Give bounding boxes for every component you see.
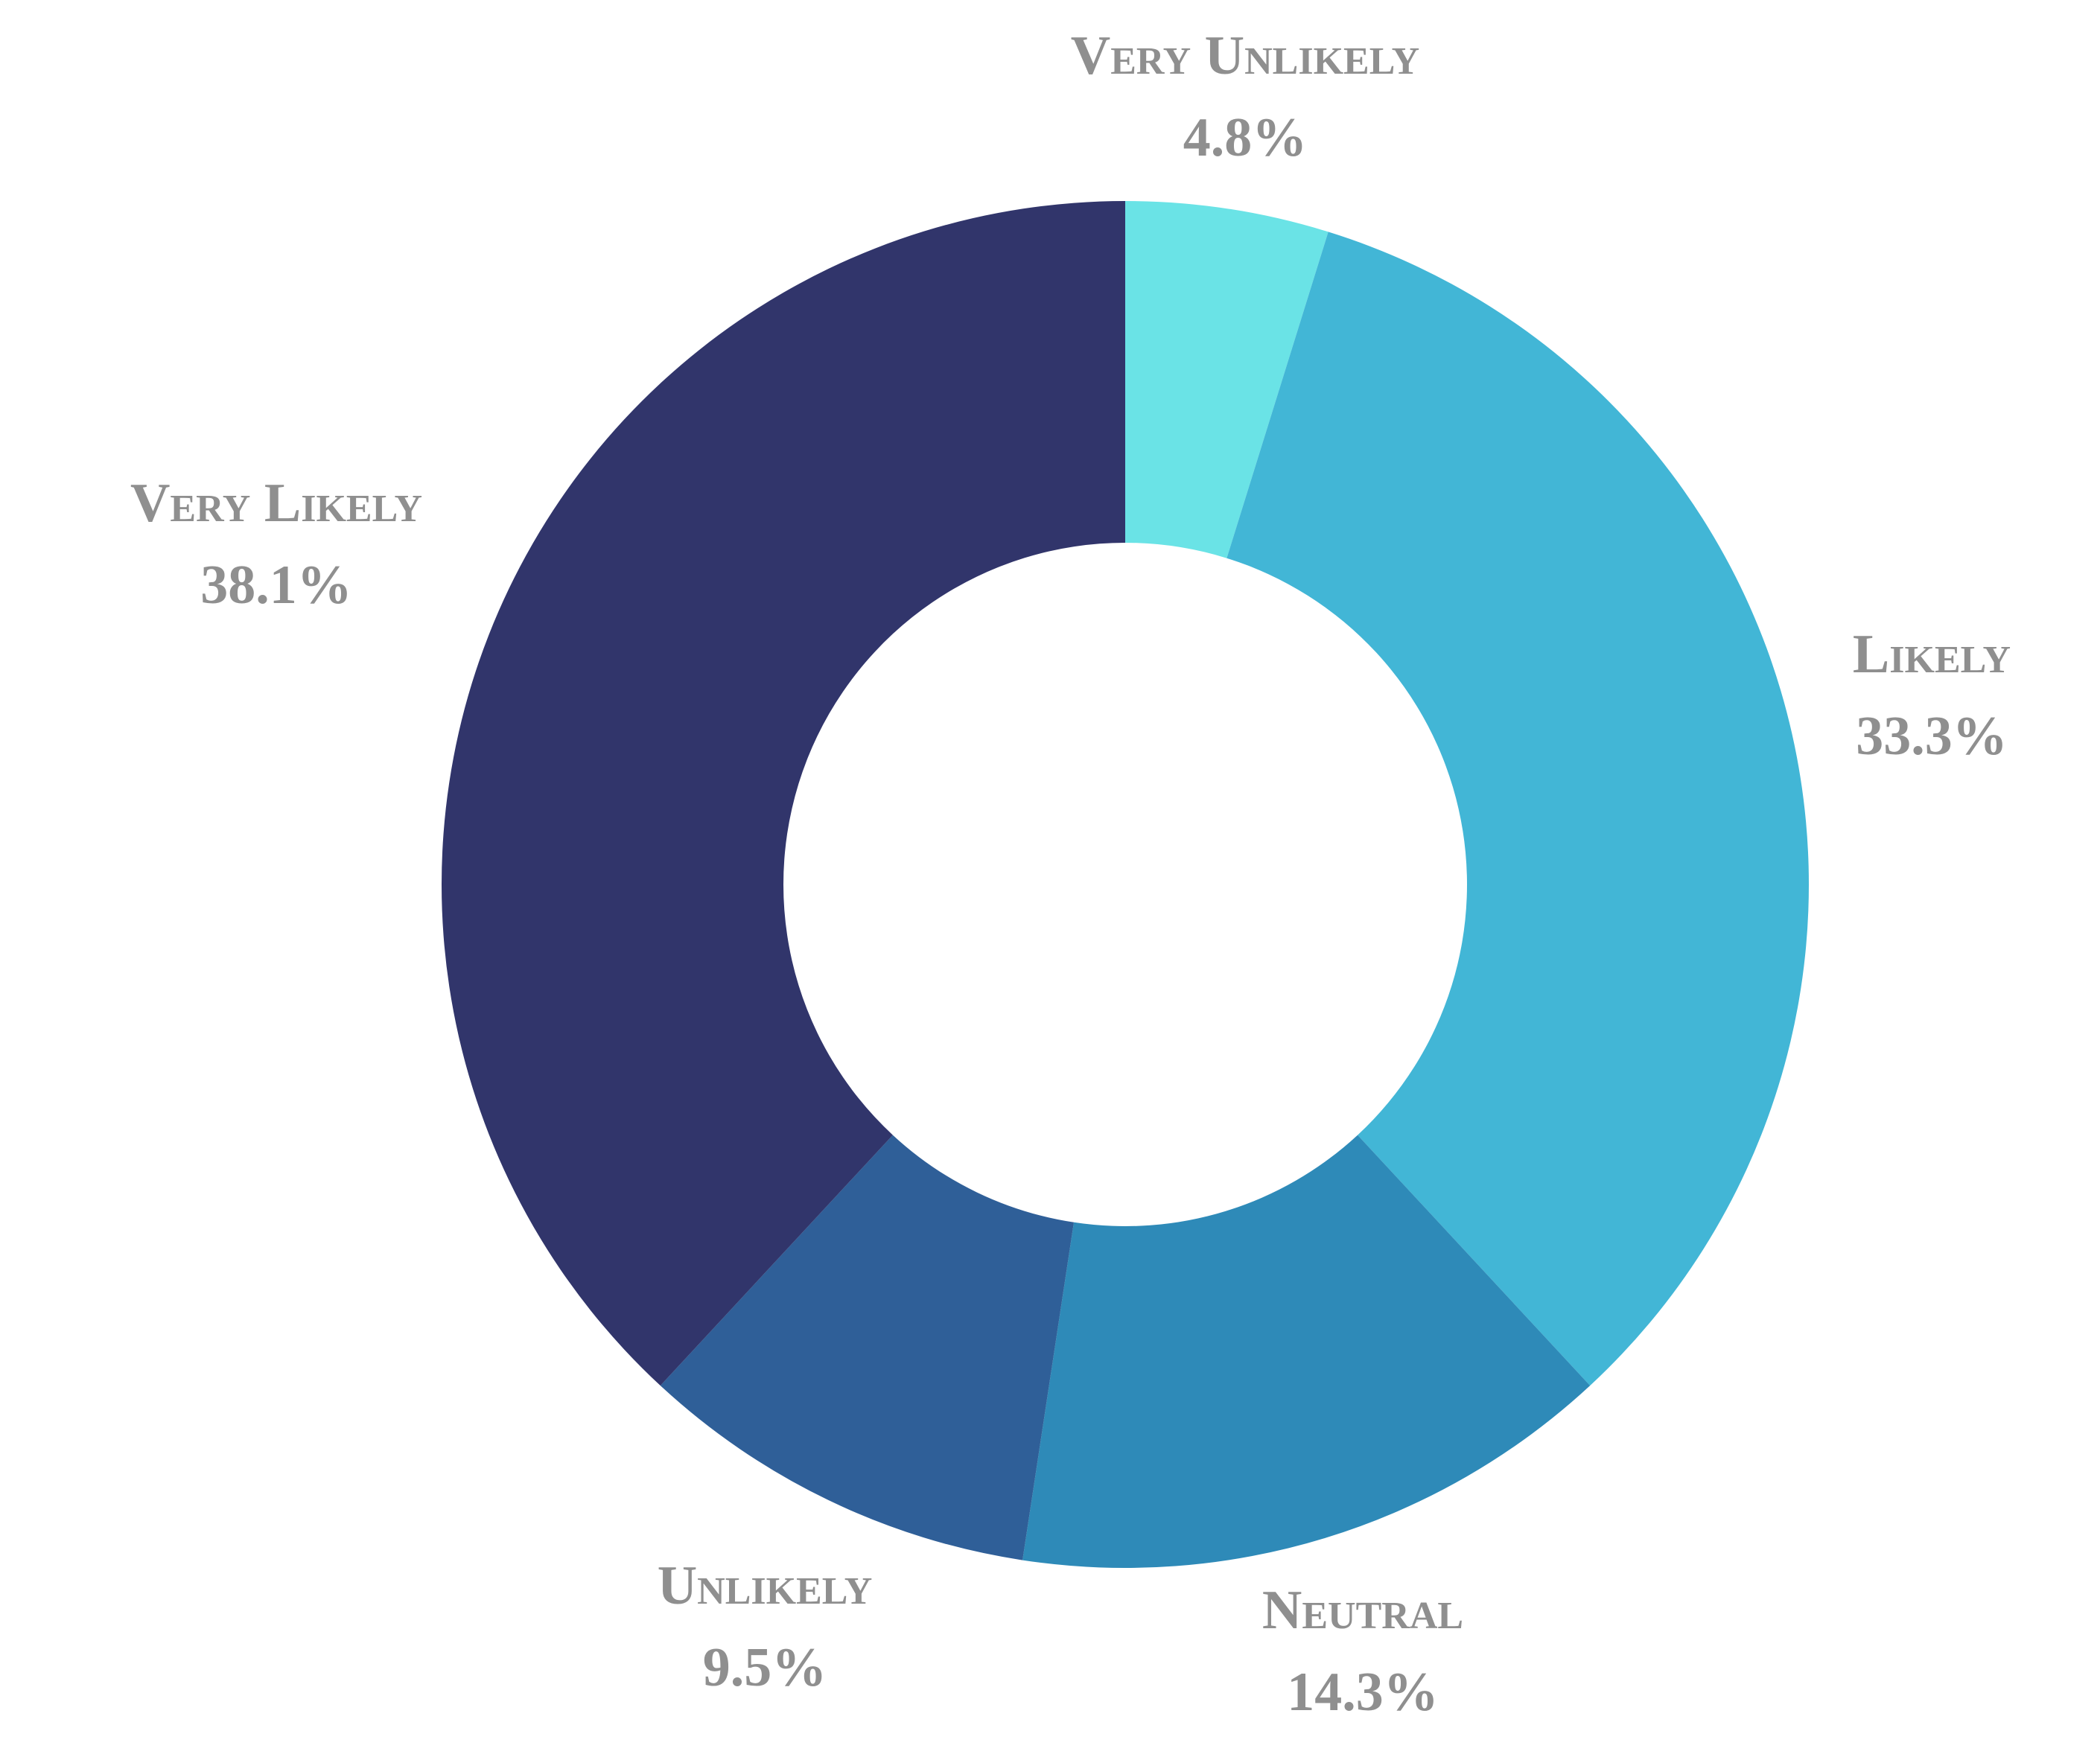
value-label: 33.3% (1856, 706, 2008, 767)
value-label: 38.1% (200, 555, 352, 616)
donut-slice (1226, 232, 1810, 1386)
slice-label: Neutral (1262, 1580, 1463, 1641)
donut-slice (660, 1135, 1075, 1560)
slice-label: Very Unlikely (1071, 25, 1419, 86)
value-label: 4.8% (1183, 107, 1308, 168)
donut-slice (1022, 1135, 1591, 1568)
slice-label: Unlikely (658, 1555, 873, 1616)
value-label: 14.3% (1287, 1662, 1439, 1723)
slice-label: Very Likely (130, 473, 422, 534)
slice-label: Likely (1853, 624, 2011, 685)
donut-slice (1125, 201, 1329, 558)
value-label: 9.5% (703, 1637, 827, 1698)
donut-slice (442, 201, 1125, 1386)
